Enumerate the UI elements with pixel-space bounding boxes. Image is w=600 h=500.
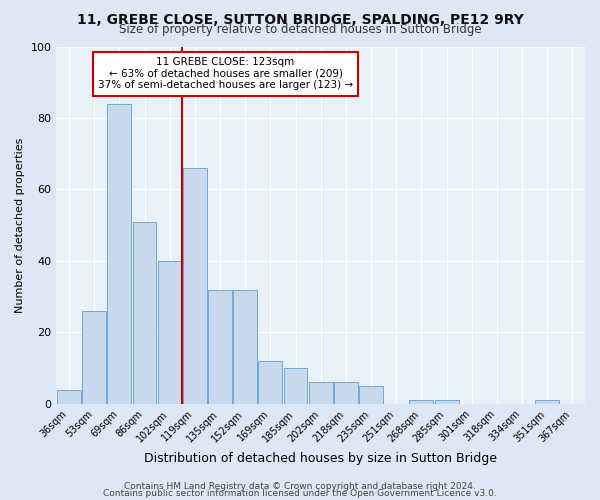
Bar: [82, 311, 106, 404]
Text: Contains HM Land Registry data © Crown copyright and database right 2024.: Contains HM Land Registry data © Crown c…: [124, 482, 476, 491]
Text: 11 GREBE CLOSE: 123sqm
← 63% of detached houses are smaller (209)
37% of semi-de: 11 GREBE CLOSE: 123sqm ← 63% of detached…: [98, 57, 353, 90]
Bar: [57, 390, 81, 404]
Bar: [183, 168, 207, 404]
Bar: [535, 400, 559, 404]
Bar: [158, 261, 182, 404]
Bar: [359, 386, 383, 404]
Bar: [233, 290, 257, 404]
Bar: [107, 104, 131, 404]
Bar: [409, 400, 433, 404]
Bar: [259, 361, 283, 404]
Text: 11, GREBE CLOSE, SUTTON BRIDGE, SPALDING, PE12 9RY: 11, GREBE CLOSE, SUTTON BRIDGE, SPALDING…: [77, 12, 523, 26]
Bar: [334, 382, 358, 404]
Bar: [133, 222, 157, 404]
Bar: [309, 382, 332, 404]
X-axis label: Distribution of detached houses by size in Sutton Bridge: Distribution of detached houses by size …: [144, 452, 497, 465]
Bar: [284, 368, 307, 404]
Text: Contains public sector information licensed under the Open Government Licence v3: Contains public sector information licen…: [103, 489, 497, 498]
Y-axis label: Number of detached properties: Number of detached properties: [15, 138, 25, 313]
Bar: [434, 400, 458, 404]
Bar: [208, 290, 232, 404]
Text: Size of property relative to detached houses in Sutton Bridge: Size of property relative to detached ho…: [119, 22, 481, 36]
